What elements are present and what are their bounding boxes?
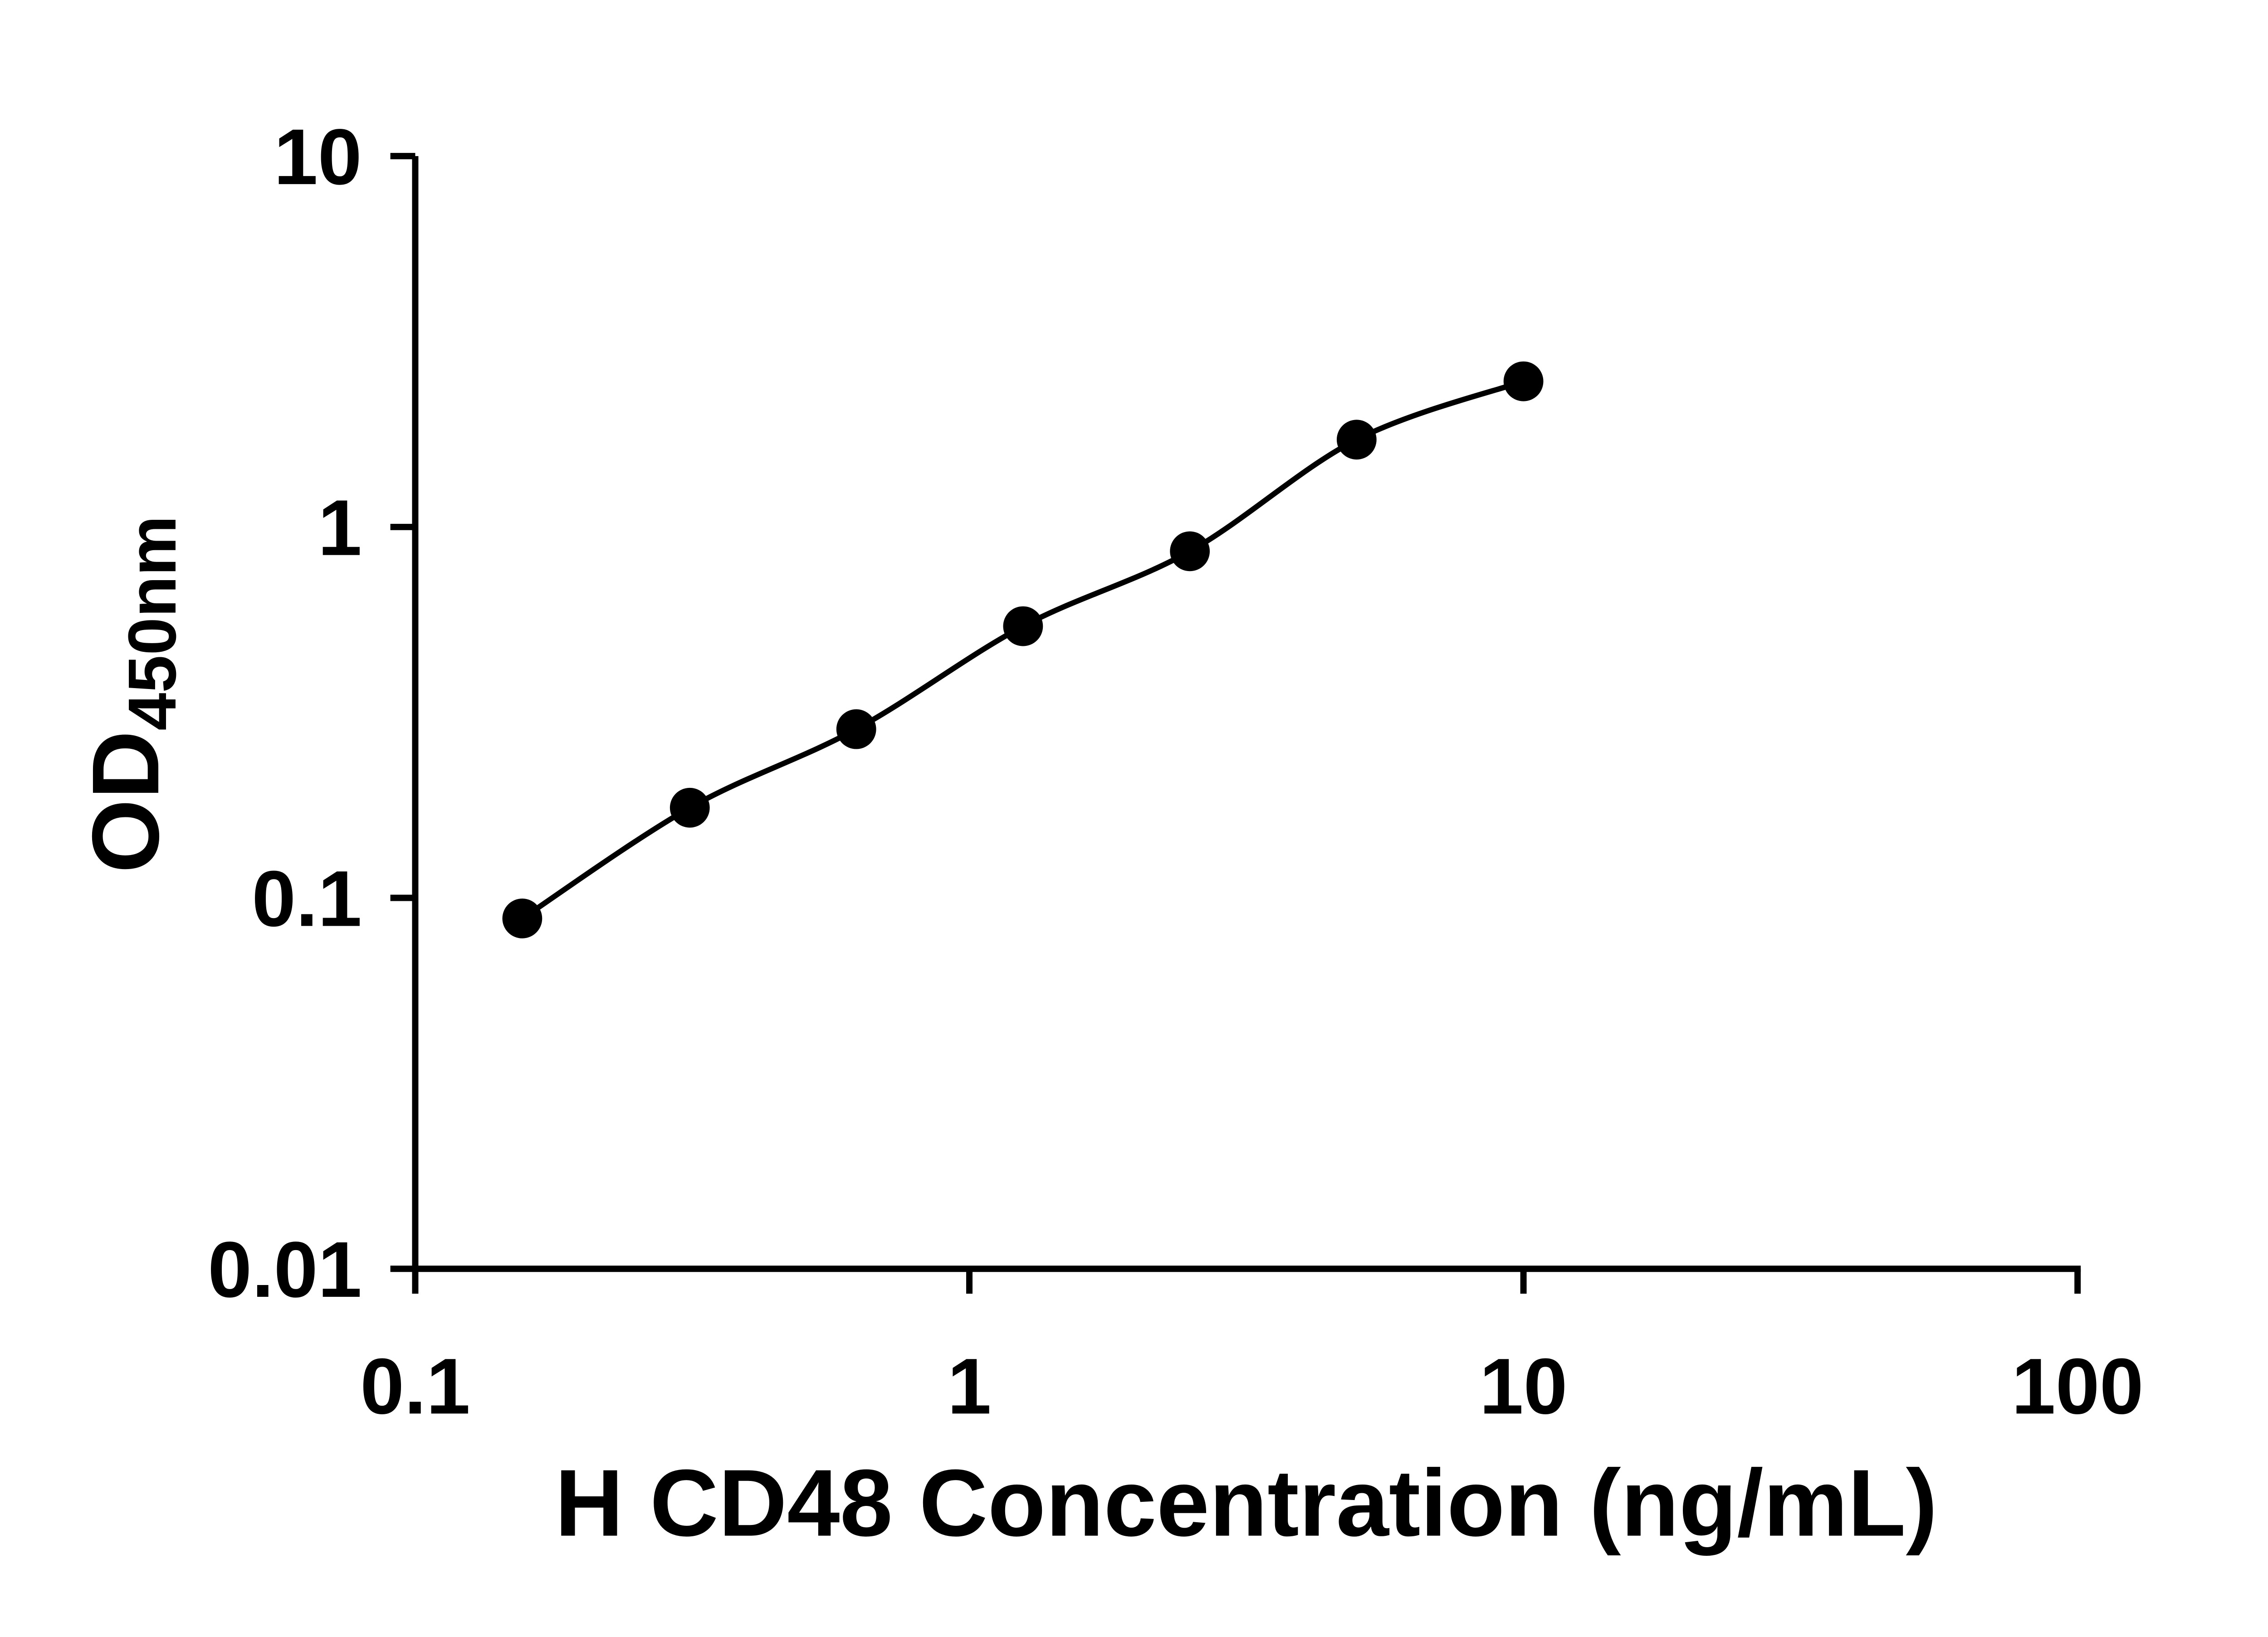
x-axis-tick-label: 10 [1480,1342,1568,1430]
x-axis-tick-label: 100 [2012,1342,2144,1430]
y-axis-tick-label: 0.01 [208,1225,362,1314]
y-axis-tick-label: 0.1 [252,854,362,943]
data-point [1003,606,1043,646]
x-axis-title: H CD48 Concentration (ng/mL) [555,1450,1937,1556]
y-axis-tick-label: 10 [274,112,362,201]
fit-curve [521,379,1525,921]
y-axis-title-sub: 450nm [114,516,190,731]
data-point [670,787,710,828]
data-point [1336,420,1377,460]
data-point [502,899,543,938]
x-axis-tick-label: 1 [947,1342,991,1430]
data-point [836,709,876,749]
data-point [1503,361,1544,401]
data-point [1170,531,1210,572]
y-axis-tick-label: 1 [318,484,362,572]
x-axis-tick-label: 0.1 [360,1342,470,1430]
y-axis-title: OD450nm [73,516,190,873]
chart-plot-area: 0.1 1 10 100 0.01 0.1 1 10 [208,112,2144,1430]
y-axis-title-main: OD [73,731,179,873]
